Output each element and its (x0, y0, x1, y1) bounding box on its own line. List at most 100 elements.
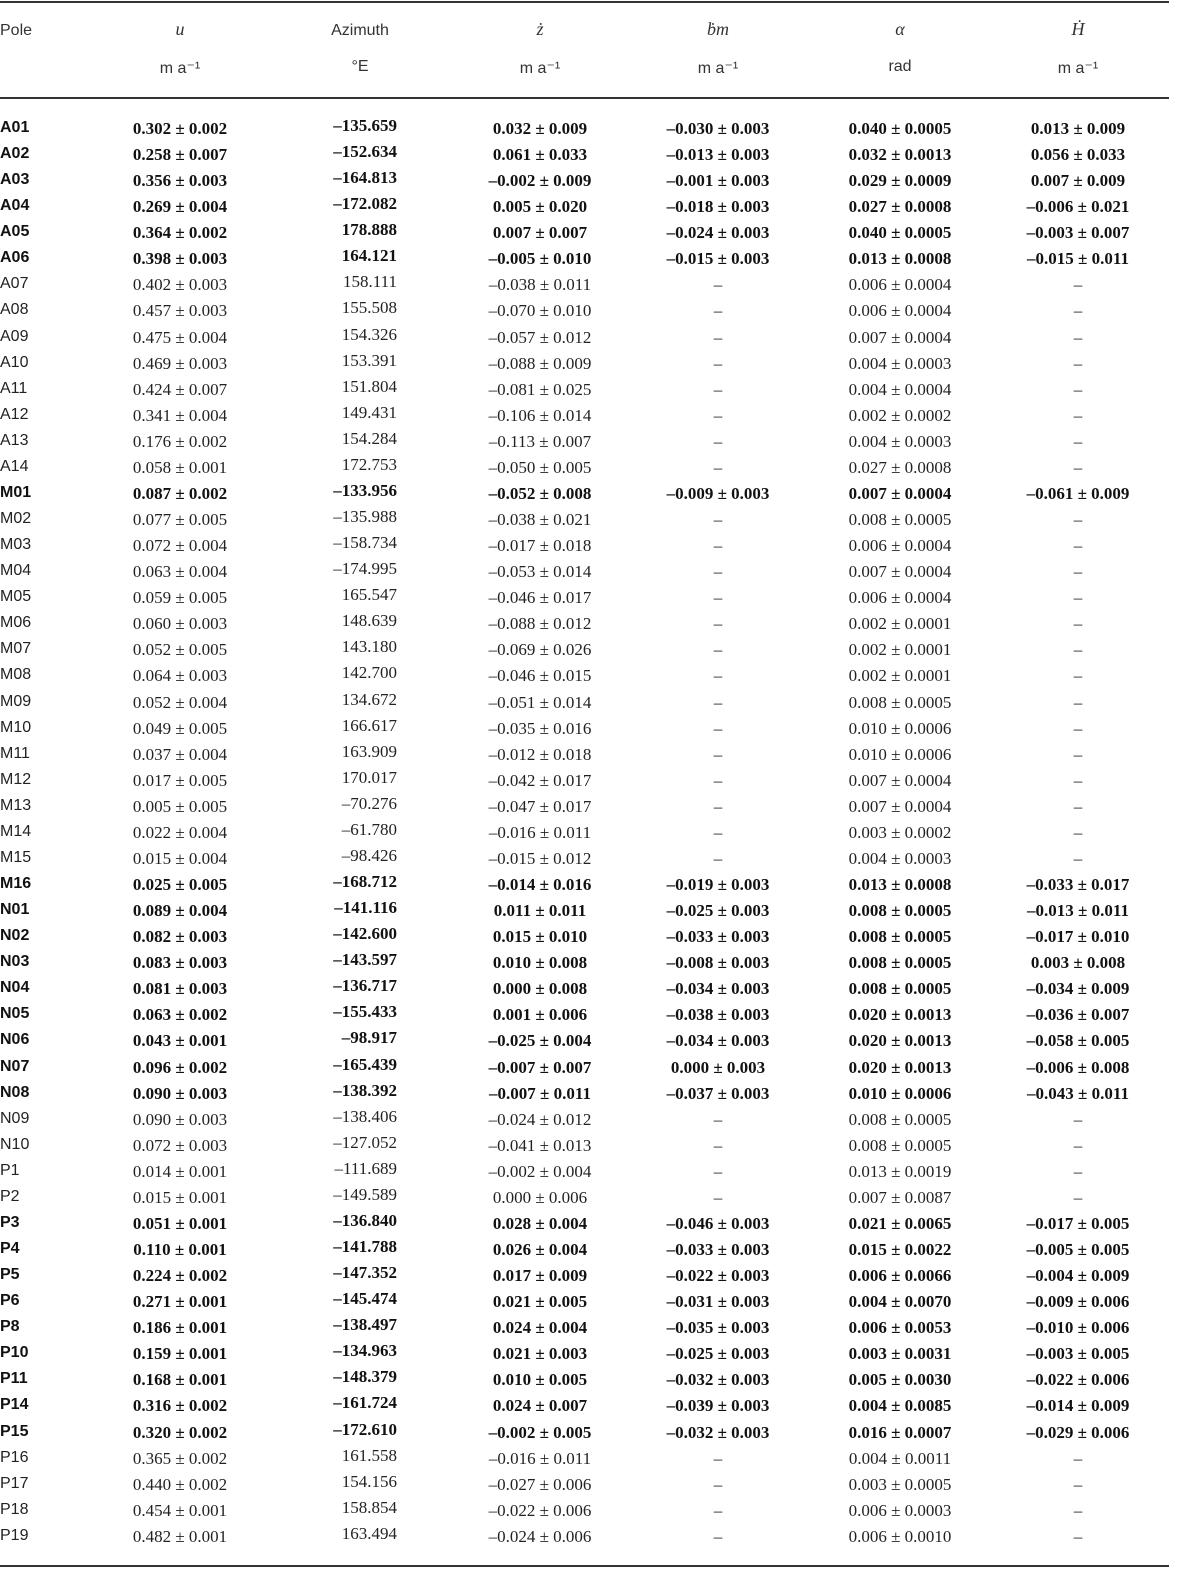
cell-u: 0.320 ± 0.002 (132, 1422, 228, 1442)
cell-alpha: 0.040 ± 0.0005 (848, 223, 952, 243)
cell-b-m-dot: – (713, 1135, 723, 1155)
cell-z-dot: 0.026 ± 0.004 (492, 1240, 588, 1259)
table-row: M01 0.087 ± 0.002 –133.956 –0.052 ± 0.008 –0… (0, 481, 1169, 510)
cell-azimuth: –141.788 (333, 1237, 397, 1256)
cell-azimuth: –164.813 (333, 168, 397, 188)
cell-b-m-dot: – (713, 1474, 723, 1494)
cell-azimuth: 163.494 (341, 1523, 397, 1543)
cell-pole: P4 (0, 1240, 20, 1257)
cell-pole: A08 (0, 301, 29, 319)
cell-u: 0.082 ± 0.003 (132, 927, 228, 947)
table-row: A07 0.402 ± 0.003 158.111 –0.038 ± 0.011 – 0.… (0, 272, 1169, 301)
cell-b-m-dot: –0.037 ± 0.003 (666, 1083, 770, 1103)
table-row: P8 0.186 ± 0.001 –138.497 0.024 ± 0.004 –0.0… (0, 1315, 1169, 1344)
cell-alpha: 0.015 ± 0.0022 (848, 1240, 952, 1259)
cell-pole: P6 (0, 1292, 20, 1310)
cell-h-dot: – (1073, 770, 1083, 790)
table-row: P11 0.168 ± 0.001 –148.379 0.010 ± 0.005 –0.… (0, 1367, 1169, 1396)
cell-pole: A03 (0, 171, 30, 189)
cell-alpha: 0.027 ± 0.0008 (848, 197, 952, 217)
cell-b-m-dot: –0.024 ± 0.003 (666, 223, 770, 243)
cell-alpha: 0.027 ± 0.0008 (848, 457, 952, 477)
cell-pole: M06 (0, 614, 32, 632)
cell-pole: M04 (0, 562, 32, 580)
cell-alpha: 0.007 ± 0.0004 (848, 327, 952, 347)
cell-b-m-dot: – (713, 1109, 723, 1129)
table-row: P18 0.454 ± 0.001 158.854 –0.022 ± 0.006 – 0.… (0, 1498, 1169, 1527)
cell-b-m-dot: – (713, 353, 723, 373)
cell-h-dot: –0.058 ± 0.005 (1026, 1031, 1130, 1051)
cell-h-dot: –0.029 ± 0.006 (1026, 1422, 1130, 1442)
cell-azimuth: –136.840 (333, 1210, 397, 1230)
cell-h-dot: 0.013 ± 0.009 (1030, 119, 1126, 138)
table-row: P10 0.159 ± 0.001 –134.963 0.021 ± 0.003 –0.… (0, 1341, 1169, 1370)
cell-azimuth: –149.589 (333, 1184, 397, 1204)
cell-z-dot: –0.025 ± 0.004 (488, 1031, 592, 1051)
cell-u: 0.482 ± 0.001 (132, 1526, 228, 1546)
cell-pole: N06 (0, 1031, 30, 1049)
cell-u: 0.398 ± 0.003 (132, 249, 228, 269)
cell-u: 0.224 ± 0.002 (132, 1266, 228, 1286)
cell-b-m-dot: – (713, 327, 723, 347)
cell-b-m-dot: –0.030 ± 0.003 (666, 119, 770, 138)
cell-u: 0.072 ± 0.003 (132, 1135, 228, 1155)
cell-u: 0.090 ± 0.003 (132, 1083, 228, 1103)
cell-alpha: 0.004 ± 0.0004 (848, 379, 952, 399)
cell-azimuth: 153.391 (341, 350, 397, 370)
cell-z-dot: –0.014 ± 0.016 (488, 875, 592, 895)
cell-b-m-dot: – (713, 457, 723, 477)
cell-alpha: 0.010 ± 0.0006 (848, 718, 952, 738)
header-u: u (175, 19, 185, 39)
cell-alpha: 0.003 ± 0.0005 (848, 1474, 952, 1494)
cell-pole: N10 (0, 1135, 30, 1153)
cell-h-dot: –0.009 ± 0.006 (1026, 1292, 1130, 1312)
cell-azimuth: –161.724 (333, 1393, 397, 1413)
cell-h-dot: – (1073, 1448, 1083, 1468)
table-row: A14 0.058 ± 0.001 172.753 –0.050 ± 0.005 – 0.… (0, 455, 1169, 484)
table-row: P5 0.224 ± 0.002 –147.352 0.017 ± 0.009 –0.0… (0, 1263, 1169, 1292)
cell-z-dot: –0.070 ± 0.010 (488, 301, 592, 321)
cell-alpha: 0.004 ± 0.0003 (848, 353, 952, 373)
table-row: M02 0.077 ± 0.005 –135.988 –0.038 ± 0.021 – 0… (0, 507, 1169, 536)
cell-azimuth: 163.909 (341, 741, 397, 761)
table-row: N08 0.090 ± 0.003 –138.392 –0.007 ± 0.011 –0… (0, 1081, 1169, 1110)
cell-alpha: 0.021 ± 0.0065 (848, 1213, 952, 1233)
table-row: M13 0.005 ± 0.005 –70.276 –0.047 ± 0.017 – 0.… (0, 794, 1169, 823)
cell-u: 0.058 ± 0.001 (132, 457, 228, 477)
table-row: N09 0.090 ± 0.003 –138.406 –0.024 ± 0.012 – 0… (0, 1107, 1169, 1136)
cell-pole: M03 (0, 536, 32, 554)
cell-pole: P2 (0, 1187, 20, 1205)
cell-azimuth: –172.610 (333, 1419, 397, 1439)
cell-z-dot: –0.051 ± 0.014 (488, 692, 592, 712)
cell-h-dot: – (1073, 614, 1083, 634)
cell-z-dot: –0.046 ± 0.015 (488, 666, 592, 686)
cell-b-m-dot: – (713, 1187, 723, 1207)
cell-z-dot: –0.038 ± 0.021 (488, 510, 592, 530)
header-alpha: α (895, 19, 905, 39)
cell-azimuth: 170.017 (341, 767, 397, 787)
cell-azimuth: 142.700 (341, 663, 397, 683)
cell-pole: M05 (0, 588, 32, 606)
cell-b-m-dot: – (713, 796, 723, 816)
cell-pole: M15 (0, 848, 32, 866)
unit-alpha: rad (888, 58, 912, 75)
table-row: M16 0.025 ± 0.005 –168.712 –0.014 ± 0.016 –0… (0, 872, 1169, 901)
header-azimuth: Azimuth (331, 22, 389, 39)
table-row: A01 0.302 ± 0.002 –135.659 0.032 ± 0.009 –0.… (0, 116, 1169, 145)
cell-u: 0.356 ± 0.003 (132, 171, 228, 191)
cell-pole: P11 (0, 1370, 28, 1388)
cell-u: 0.017 ± 0.005 (132, 770, 228, 790)
cell-z-dot: 0.015 ± 0.010 (492, 927, 588, 947)
cell-azimuth: 154.326 (341, 324, 397, 344)
table-row: A08 0.457 ± 0.003 155.508 –0.070 ± 0.010 – 0.… (0, 298, 1169, 327)
cell-b-m-dot: – (713, 1526, 723, 1546)
table-row: M05 0.059 ± 0.005 165.547 –0.046 ± 0.017 – 0.… (0, 585, 1169, 614)
cell-pole: A13 (0, 431, 29, 449)
cell-pole: M07 (0, 640, 32, 658)
unit-z-dot: m a⁻¹ (519, 60, 561, 77)
cell-z-dot: 0.028 ± 0.004 (492, 1213, 588, 1233)
cell-h-dot: 0.003 ± 0.008 (1030, 953, 1126, 973)
cell-alpha: 0.004 ± 0.0011 (848, 1448, 952, 1468)
cell-h-dot: –0.010 ± 0.006 (1026, 1318, 1130, 1338)
cell-h-dot: –0.003 ± 0.007 (1026, 223, 1130, 243)
